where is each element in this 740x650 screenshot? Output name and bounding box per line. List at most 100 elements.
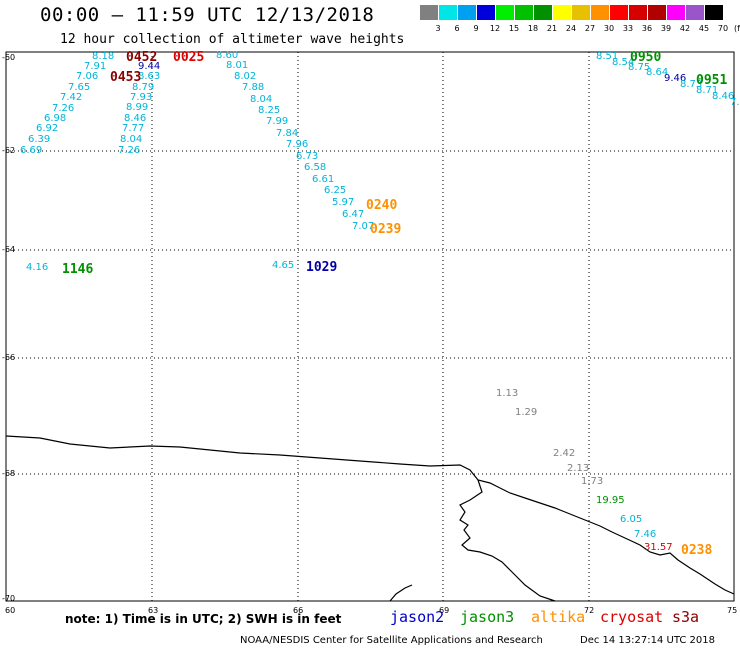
legend-swatch xyxy=(458,5,476,20)
coastline xyxy=(5,435,735,595)
wave-height-value: 7.46 xyxy=(634,529,657,540)
wave-height-value: 7.99 xyxy=(266,116,289,127)
wave-height-value: 1.73 xyxy=(581,476,604,487)
wave-height-value: 8.46 xyxy=(124,113,147,124)
lon-label: 69 xyxy=(439,606,450,615)
legend-label: 33 xyxy=(622,24,634,33)
legend-swatch xyxy=(439,5,457,20)
lat-label: -64 xyxy=(2,245,16,254)
wave-height-value: 8.46 xyxy=(712,91,735,102)
legend-label: 24 xyxy=(565,24,577,33)
wave-height-value: 7. xyxy=(730,97,740,108)
legend-label: 9 xyxy=(473,24,479,33)
pass-time-label: 0239 xyxy=(370,222,402,237)
wave-height-value: 19.95 xyxy=(596,495,625,506)
wave-height-value: 8.99 xyxy=(126,102,149,113)
wave-height-value: 7.96 xyxy=(286,139,309,150)
lat-label: -70 xyxy=(2,594,16,603)
legend-label: 12 xyxy=(489,24,501,33)
lat-label: -68 xyxy=(2,469,16,478)
wave-height-value: 8.73 xyxy=(680,79,703,90)
wave-height-value: 6.69 xyxy=(20,145,43,156)
coastline-west xyxy=(389,584,413,602)
wave-height-value: 8.79 xyxy=(132,82,155,93)
wave-height-value: 8.04 xyxy=(250,94,273,105)
coastline-inlet xyxy=(459,479,556,602)
pass-time-label: 1029 xyxy=(306,260,338,275)
wave-height-value: 2.42 xyxy=(553,448,576,459)
wave-height-value: 6.05 xyxy=(620,514,643,525)
wave-height-value: 4.16 xyxy=(26,262,49,273)
wave-height-value: 7.91 xyxy=(84,61,107,72)
wave-height-value: 8.64 xyxy=(646,67,669,78)
legend-label: 70 xyxy=(717,24,729,33)
wave-height-value: 7.88 xyxy=(242,82,265,93)
wave-height-value: 7.06 xyxy=(76,71,99,82)
satellite-name: altika xyxy=(531,608,586,626)
legend-label: 3 xyxy=(435,24,441,33)
legend-swatch xyxy=(534,5,552,20)
footer-timestamp: Dec 14 13:27:14 UTC 2018 xyxy=(580,635,715,646)
legend-label: 15 xyxy=(508,24,520,33)
lat-label: -60 xyxy=(2,53,16,62)
wave-height-value: 9.44 xyxy=(138,61,161,72)
wave-height-value: 5.97 xyxy=(332,197,355,208)
lon-label: 66 xyxy=(293,606,304,615)
legend-swatch xyxy=(477,5,495,20)
legend-unit: (ft) xyxy=(733,24,740,33)
legend-swatch xyxy=(610,5,628,20)
wave-height-value: 6.25 xyxy=(324,185,347,196)
pass-time-label: 0453 xyxy=(110,70,142,85)
wave-height-value: 4.65 xyxy=(272,260,295,271)
satellite-name: jason3 xyxy=(460,608,515,626)
wave-height-value: 2.13 xyxy=(567,463,590,474)
wave-height-value: 6.92 xyxy=(36,123,59,134)
wave-height-value: 8.54 xyxy=(612,57,635,68)
wave-height-value: 8.01 xyxy=(226,60,249,71)
wave-height-value: 8.75 xyxy=(628,62,651,73)
wave-height-value: 6.39 xyxy=(28,134,51,145)
legend-swatch xyxy=(572,5,590,20)
map-title: 00:00 – 11:59 UTC 12/13/2018 xyxy=(40,4,375,26)
satellite-name: s3a xyxy=(672,608,700,626)
legend-swatch xyxy=(420,5,438,20)
wave-height-value: 7.26 xyxy=(118,145,141,156)
legend-label: 18 xyxy=(527,24,539,33)
wave-height-value: 8.02 xyxy=(234,71,257,82)
legend-label: 45 xyxy=(698,24,710,33)
legend-swatch xyxy=(648,5,666,20)
wave-height-value: 8.51 xyxy=(596,51,619,62)
footer-credit: NOAA/NESDIS Center for Satellite Applica… xyxy=(240,635,543,646)
wave-height-value: 7.84 xyxy=(276,128,299,139)
wave-height-value: 7.65 xyxy=(68,82,91,93)
wave-height-value: 7.42 xyxy=(60,92,83,103)
wave-height-value: 7.26 xyxy=(52,103,75,114)
wave-height-value: 1.13 xyxy=(496,388,519,399)
pass-time-label: 0238 xyxy=(681,543,713,558)
legend-label: 39 xyxy=(660,24,672,33)
lon-label: 72 xyxy=(584,606,595,615)
wave-height-value: 6.58 xyxy=(304,162,327,173)
legend-label: 30 xyxy=(603,24,615,33)
legend-swatch xyxy=(629,5,647,20)
pass-time-label: 0951 xyxy=(696,73,728,88)
wave-height-value: 6.47 xyxy=(342,209,365,220)
map-frame xyxy=(5,51,735,602)
lat-label: -62 xyxy=(2,146,16,155)
legend-swatch xyxy=(686,5,704,20)
pass-time-label: 0240 xyxy=(366,198,398,213)
lon-label: 63 xyxy=(148,606,159,615)
pass-time-label: 0452 xyxy=(126,50,158,65)
legend-swatch xyxy=(667,5,685,20)
satellite-name: cryosat xyxy=(600,608,664,626)
wave-height-value: 6.61 xyxy=(312,174,335,185)
pass-time-label: 1146 xyxy=(62,262,94,277)
footer-note: note: 1) Time is in UTC; 2) SWH is in fe… xyxy=(65,612,342,626)
map-subtitle: 12 hour collection of altimeter wave hei… xyxy=(60,32,405,47)
satellite-name: jason2 xyxy=(390,608,445,626)
legend-label: 36 xyxy=(641,24,653,33)
wave-height-value: 1.29 xyxy=(515,407,538,418)
pass-time-label: 0025 xyxy=(173,50,205,65)
legend-swatch xyxy=(591,5,609,20)
